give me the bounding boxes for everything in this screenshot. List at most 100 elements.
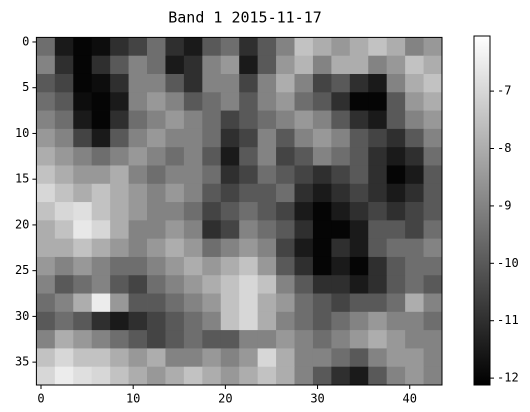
heatmap-cell	[276, 165, 295, 185]
heatmap-cell	[202, 110, 222, 130]
heatmap-cell	[239, 366, 259, 386]
heatmap-cell	[294, 73, 314, 93]
heatmap-cell	[147, 128, 166, 148]
heatmap-cell	[220, 366, 240, 386]
heatmap-cell	[165, 183, 185, 203]
heatmap-cell	[312, 73, 332, 93]
heatmap-cell	[202, 128, 222, 148]
heatmap-cell	[147, 220, 166, 240]
heatmap-cell	[91, 128, 111, 148]
x-tick-label: 30	[310, 392, 324, 406]
heatmap-cell	[36, 73, 56, 93]
heatmap-cell	[331, 330, 351, 349]
heatmap-cell	[331, 275, 351, 294]
heatmap-cell	[91, 147, 111, 166]
heatmap-cell	[147, 183, 166, 203]
heatmap-cell	[128, 147, 148, 166]
heatmap-cell	[110, 165, 129, 185]
heatmap-cell	[202, 73, 222, 93]
heatmap-cell	[312, 37, 332, 57]
heatmap-cell	[91, 366, 111, 386]
heatmap-cell	[331, 37, 351, 57]
heatmap-cell	[386, 275, 406, 294]
heatmap-cell	[312, 366, 332, 386]
heatmap-cell	[165, 202, 185, 221]
heatmap-cell	[147, 55, 166, 75]
heatmap-cell	[183, 311, 203, 331]
chart-title: Band 1 2015-11-17	[168, 9, 322, 27]
heatmap-cell	[147, 330, 166, 349]
heatmap-cell	[36, 238, 56, 258]
heatmap-cell	[239, 220, 259, 240]
heatmap-cell	[276, 92, 295, 111]
heatmap-cell	[91, 165, 111, 185]
heatmap-cell	[183, 366, 203, 386]
heatmap-cell	[312, 220, 332, 240]
x-tick-label: 20	[218, 392, 232, 406]
heatmap-cell	[36, 366, 56, 386]
heatmap-cell	[239, 147, 259, 166]
heatmap-cell	[368, 147, 388, 166]
colorbar-tick-label: -9	[497, 198, 511, 212]
heatmap-cell	[349, 238, 369, 258]
heatmap-cell	[294, 330, 314, 349]
heatmap-cell	[183, 147, 203, 166]
heatmap-cell	[73, 165, 93, 185]
colorbar	[473, 35, 491, 386]
heatmap-cell	[110, 220, 129, 240]
heatmap-cell	[294, 55, 314, 75]
heatmap-cell	[349, 147, 369, 166]
heatmap-cell	[386, 202, 406, 221]
heatmap-cell	[386, 293, 406, 313]
heatmap-cell	[54, 128, 74, 148]
heatmap-cell	[257, 128, 277, 148]
heatmap-cell	[147, 37, 166, 57]
heatmap-cell	[423, 256, 443, 276]
heatmap-cell	[91, 183, 111, 203]
heatmap-cell	[110, 183, 129, 203]
heatmap-cell	[147, 147, 166, 166]
heatmap-cell	[368, 366, 388, 386]
heatmap-cell	[165, 330, 185, 349]
heatmap-cell	[276, 110, 295, 130]
heatmap-cell	[331, 165, 351, 185]
heatmap-cell	[423, 348, 443, 368]
heatmap-cell	[36, 330, 56, 349]
heatmap-cell	[202, 366, 222, 386]
heatmap-cell	[73, 275, 93, 294]
heatmap-cell	[276, 366, 295, 386]
heatmap-cell	[239, 128, 259, 148]
heatmap-cell	[257, 256, 277, 276]
heatmap-cell	[202, 202, 222, 221]
heatmap-cell	[239, 110, 259, 130]
heatmap-cell	[368, 330, 388, 349]
heatmap-cell	[257, 220, 277, 240]
heatmap-cell	[36, 92, 56, 111]
y-tick-label: 20	[15, 217, 29, 231]
heatmap-cell	[257, 366, 277, 386]
heatmap-cell	[276, 275, 295, 294]
heatmap-cell	[183, 256, 203, 276]
heatmap-cell	[257, 275, 277, 294]
colorbar-tick-label: -7	[497, 84, 511, 98]
heatmap-cell	[368, 73, 388, 93]
heatmap-cell	[276, 202, 295, 221]
heatmap-cell	[202, 238, 222, 258]
heatmap-cell	[91, 293, 111, 313]
heatmap-cell	[349, 128, 369, 148]
heatmap-cell	[220, 37, 240, 57]
y-tick-label: 25	[15, 263, 29, 277]
heatmap-cell	[257, 311, 277, 331]
heatmap-cell	[368, 256, 388, 276]
heatmap-cell	[294, 128, 314, 148]
heatmap-cell	[312, 330, 332, 349]
heatmap-cell	[147, 92, 166, 111]
heatmap-cell	[276, 55, 295, 75]
heatmap-cell	[73, 183, 93, 203]
heatmap-cell	[294, 238, 314, 258]
heatmap-cell	[386, 183, 406, 203]
heatmap-cell	[91, 37, 111, 57]
heatmap-cell	[54, 366, 74, 386]
heatmap-cell	[202, 275, 222, 294]
